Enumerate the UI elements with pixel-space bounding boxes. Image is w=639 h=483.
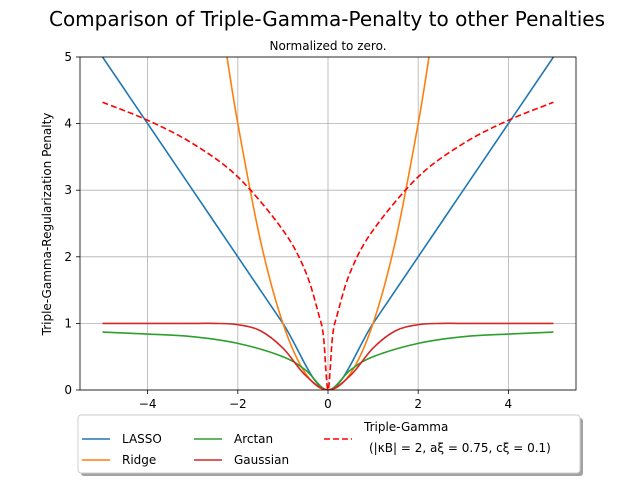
- x-tick-label: −2: [229, 397, 247, 411]
- series-line-arctan: [102, 331, 554, 390]
- series-line-lasso: [101, 57, 555, 390]
- series-layer: [101, 57, 555, 390]
- legend-item-ridge: Ridge: [82, 453, 156, 467]
- series-line-ridge: [226, 57, 430, 390]
- series-line-gaussian: [102, 322, 554, 390]
- legend-label: Triple-Gamma: [363, 420, 448, 434]
- chart-title: Comparison of Triple-Gamma-Penalty to ot…: [49, 7, 605, 31]
- legend-box: [77, 414, 581, 474]
- legend-item-triple-gamma: Triple-Gamma (|κB| = 2, aξ = 0.75, cξ = 0…: [324, 420, 551, 455]
- y-tick-label: 2: [64, 250, 72, 264]
- legend-label: Gaussian: [234, 453, 289, 467]
- y-axis-label: Triple-Gamma-Regularization Penalty: [40, 113, 54, 337]
- x-axis-ticks: −4 −2 0 2 4: [139, 390, 512, 411]
- legend-item-lasso: LASSO: [82, 432, 162, 446]
- grid-lines: [80, 56, 576, 391]
- y-tick-label: 0: [64, 383, 72, 397]
- legend-label-params: (|κB| = 2, aξ = 0.75, cξ = 0.1): [369, 441, 551, 455]
- x-tick-label: 4: [505, 397, 513, 411]
- chart-subtitle: Normalized to zero.: [269, 39, 386, 53]
- x-tick-label: 2: [414, 397, 422, 411]
- y-tick-label: 1: [64, 316, 72, 330]
- y-tick-label: 5: [64, 50, 72, 64]
- x-tick-label: 0: [324, 397, 332, 411]
- legend-label: Ridge: [122, 453, 156, 467]
- y-axis-ticks: 0 1 2 3 4 5: [64, 50, 80, 397]
- x-tick-label: −4: [139, 397, 157, 411]
- legend-label: LASSO: [122, 432, 162, 446]
- legend-item-arctan: Arctan: [194, 432, 273, 446]
- y-tick-label: 4: [64, 117, 72, 131]
- y-tick-label: 3: [64, 183, 72, 197]
- series-line-triple-gamma: [102, 101, 554, 390]
- legend: LASSO Ridge Arctan Gaussian Triple-Gamma (|κB…: [77, 414, 583, 476]
- legend-item-gaussian: Gaussian: [194, 453, 289, 467]
- legend-label: Arctan: [234, 432, 273, 446]
